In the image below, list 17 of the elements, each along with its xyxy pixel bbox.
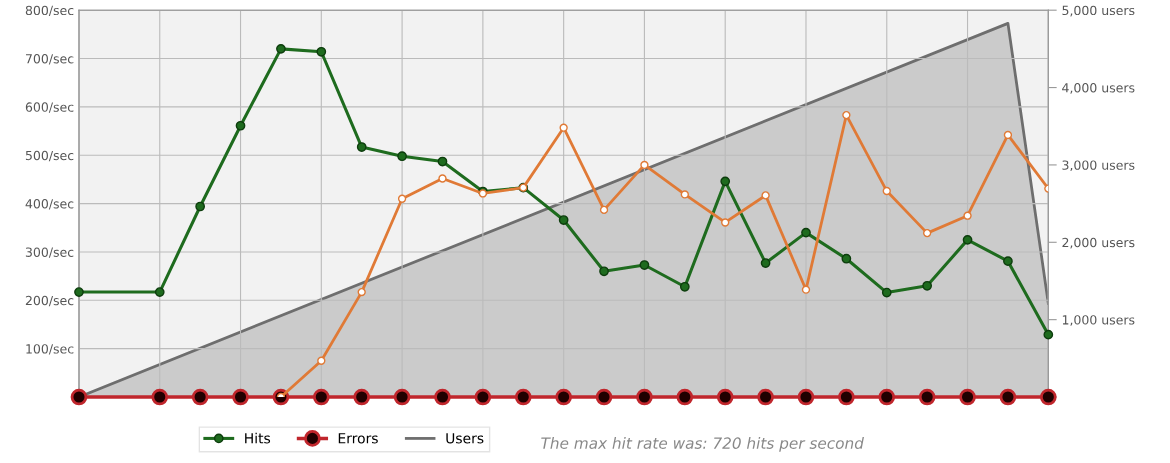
y-tick-label: 600/sec [25,102,74,113]
legend-label: Hits [245,432,271,444]
y2-tick-label: 2,000 users [1062,237,1135,249]
y-tick-label: 800/sec [25,5,74,17]
y-tick-label: 200/sec [25,295,74,307]
y2-tick-label: 1,000 users [1062,315,1135,326]
y2-tick-label: 3,000 users [1062,160,1135,172]
legend-label: Users [446,433,484,444]
legend-label: Errors [338,433,378,444]
y-tick-label: 700/sec [25,54,74,65]
y2-tick-label: 4,000 users [1062,83,1135,94]
y2-tick-label: 5,000 users [1062,5,1135,17]
y-tick-label: 300/sec [25,247,74,258]
y-tick-label: 500/sec [25,150,74,162]
y-tick-label: 400/sec [25,199,74,210]
text: The max hit rate was: 720 hits per second [541,437,864,452]
y-tick-label: 100/sec [26,344,74,355]
